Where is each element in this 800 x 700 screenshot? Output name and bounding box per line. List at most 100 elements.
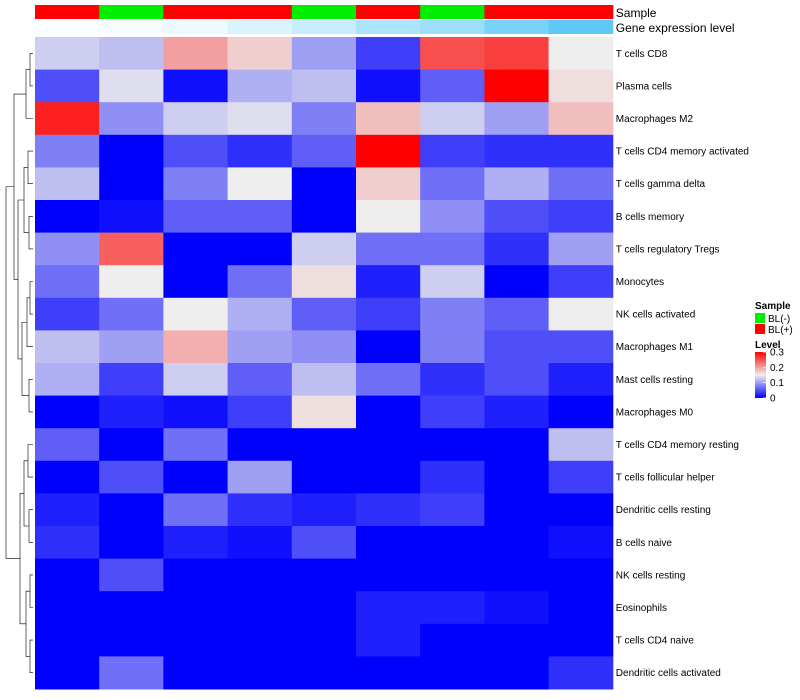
heatmap-cell	[291, 330, 357, 364]
heatmap-cell	[548, 623, 614, 657]
heatmap-cell	[99, 37, 164, 71]
row-label: Macrophages M2	[616, 114, 694, 125]
row-label: NK cells activated	[616, 310, 695, 321]
heatmap-cell	[291, 493, 357, 527]
heatmap-cell	[484, 37, 550, 71]
heatmap-cell	[291, 167, 357, 201]
heatmap-cell	[548, 134, 614, 168]
heatmap-cell	[484, 558, 550, 592]
heatmap-cell	[548, 330, 614, 364]
heatmap-cell	[420, 526, 485, 560]
heatmap-cell	[484, 69, 550, 103]
heatmap-cell	[227, 37, 293, 71]
heatmap-cell	[35, 558, 100, 592]
heatmap-cell	[35, 297, 100, 331]
heatmap-cell	[548, 232, 614, 266]
heatmap-cell	[484, 395, 550, 429]
legend-sample-title: Sample	[755, 301, 791, 312]
heatmap-cell	[548, 395, 614, 429]
heatmap-cell	[163, 134, 229, 168]
heatmap-cell	[163, 167, 229, 201]
legend-sample-swatch	[755, 324, 765, 334]
legend-sample-label: BL(-)	[768, 314, 790, 325]
heatmap-cell	[548, 460, 614, 494]
dendrogram-branch	[5, 186, 20, 559]
heatmap-cell	[420, 297, 485, 331]
row-labels: T cells CD8 Plasma cells Macrophages M2 T c…	[616, 49, 749, 679]
heatmap-cell	[356, 656, 421, 690]
heatmap-cell	[291, 460, 357, 494]
heatmap-cell	[35, 102, 100, 136]
heatmap-cell	[356, 167, 421, 201]
heatmap-cell	[227, 297, 293, 331]
heatmap-cell	[227, 265, 293, 299]
heatmap-cell	[163, 102, 229, 136]
heatmap-cell	[291, 363, 357, 397]
heatmap-cell	[227, 428, 293, 462]
heatmap-cell	[227, 493, 293, 527]
dendrogram-branch	[28, 216, 33, 250]
heatmap-cell	[163, 591, 229, 625]
dendrogram-branch	[28, 509, 33, 543]
heatmap-cell	[356, 623, 421, 657]
heatmap-cell	[291, 591, 357, 625]
row-label: Dendritic cells resting	[616, 505, 711, 516]
sample-annotation-cell	[35, 5, 100, 19]
heatmap-cell	[35, 623, 100, 657]
heatmap-cell	[99, 460, 164, 494]
heatmap-cell	[35, 591, 100, 625]
heatmap-cell	[291, 102, 357, 136]
heatmap-cell	[420, 265, 485, 299]
heatmap-cell	[356, 428, 421, 462]
heatmap-cell	[548, 526, 614, 560]
heatmap-cell	[356, 526, 421, 560]
heatmap-cell	[420, 591, 485, 625]
heatmap-cell	[291, 656, 357, 690]
heatmap-cell	[291, 37, 357, 71]
heatmap-cell	[163, 623, 229, 657]
sample-annotation-cell	[291, 5, 357, 19]
heatmap-cell	[420, 330, 485, 364]
heatmap-cell	[356, 134, 421, 168]
row-label: Mast cells resting	[616, 375, 693, 386]
heatmap-cell	[484, 591, 550, 625]
row-label: T cells CD4 memory activated	[616, 147, 749, 158]
dendrogram-branch	[25, 590, 30, 657]
heatmap-cell	[356, 200, 421, 234]
heatmap-cell	[548, 656, 614, 690]
expression-annotation-cell	[291, 20, 357, 34]
heatmap-cell	[163, 526, 229, 560]
heatmap-cell	[356, 232, 421, 266]
heatmap-cell	[548, 558, 614, 592]
heatmap-cell	[163, 363, 229, 397]
row-label: Monocytes	[616, 277, 664, 288]
row-label: T cells CD4 memory resting	[616, 440, 739, 451]
annotation-track-label: Sample	[616, 6, 657, 20]
heatmap-cells	[35, 37, 614, 690]
heatmap-cell	[548, 363, 614, 397]
heatmap-cell	[163, 460, 229, 494]
heatmap-cell	[356, 297, 421, 331]
heatmap-cell	[484, 297, 550, 331]
heatmap-cell	[356, 460, 421, 494]
heatmap-cell	[99, 330, 164, 364]
heatmap-cell	[35, 37, 100, 71]
heatmap-cell	[227, 395, 293, 429]
dendrogram-branch	[25, 69, 33, 119]
heatmap-cell	[484, 200, 550, 234]
heatmap-cell	[484, 526, 550, 560]
row-label: T cells gamma delta	[616, 179, 706, 190]
heatmap-cell	[163, 558, 229, 592]
heatmap-cell	[484, 460, 550, 494]
heatmap-cell	[420, 623, 485, 657]
heatmap-cell	[163, 297, 229, 331]
heatmap-cell	[356, 69, 421, 103]
heatmap-cell	[291, 395, 357, 429]
heatmap-cell	[420, 102, 485, 136]
heatmap-cell	[420, 460, 485, 494]
heatmap-cell	[99, 395, 164, 429]
heatmap-cell	[99, 102, 164, 136]
heatmap-cell	[227, 102, 293, 136]
expression-annotation-cell	[35, 20, 100, 34]
heatmap-cell	[163, 232, 229, 266]
